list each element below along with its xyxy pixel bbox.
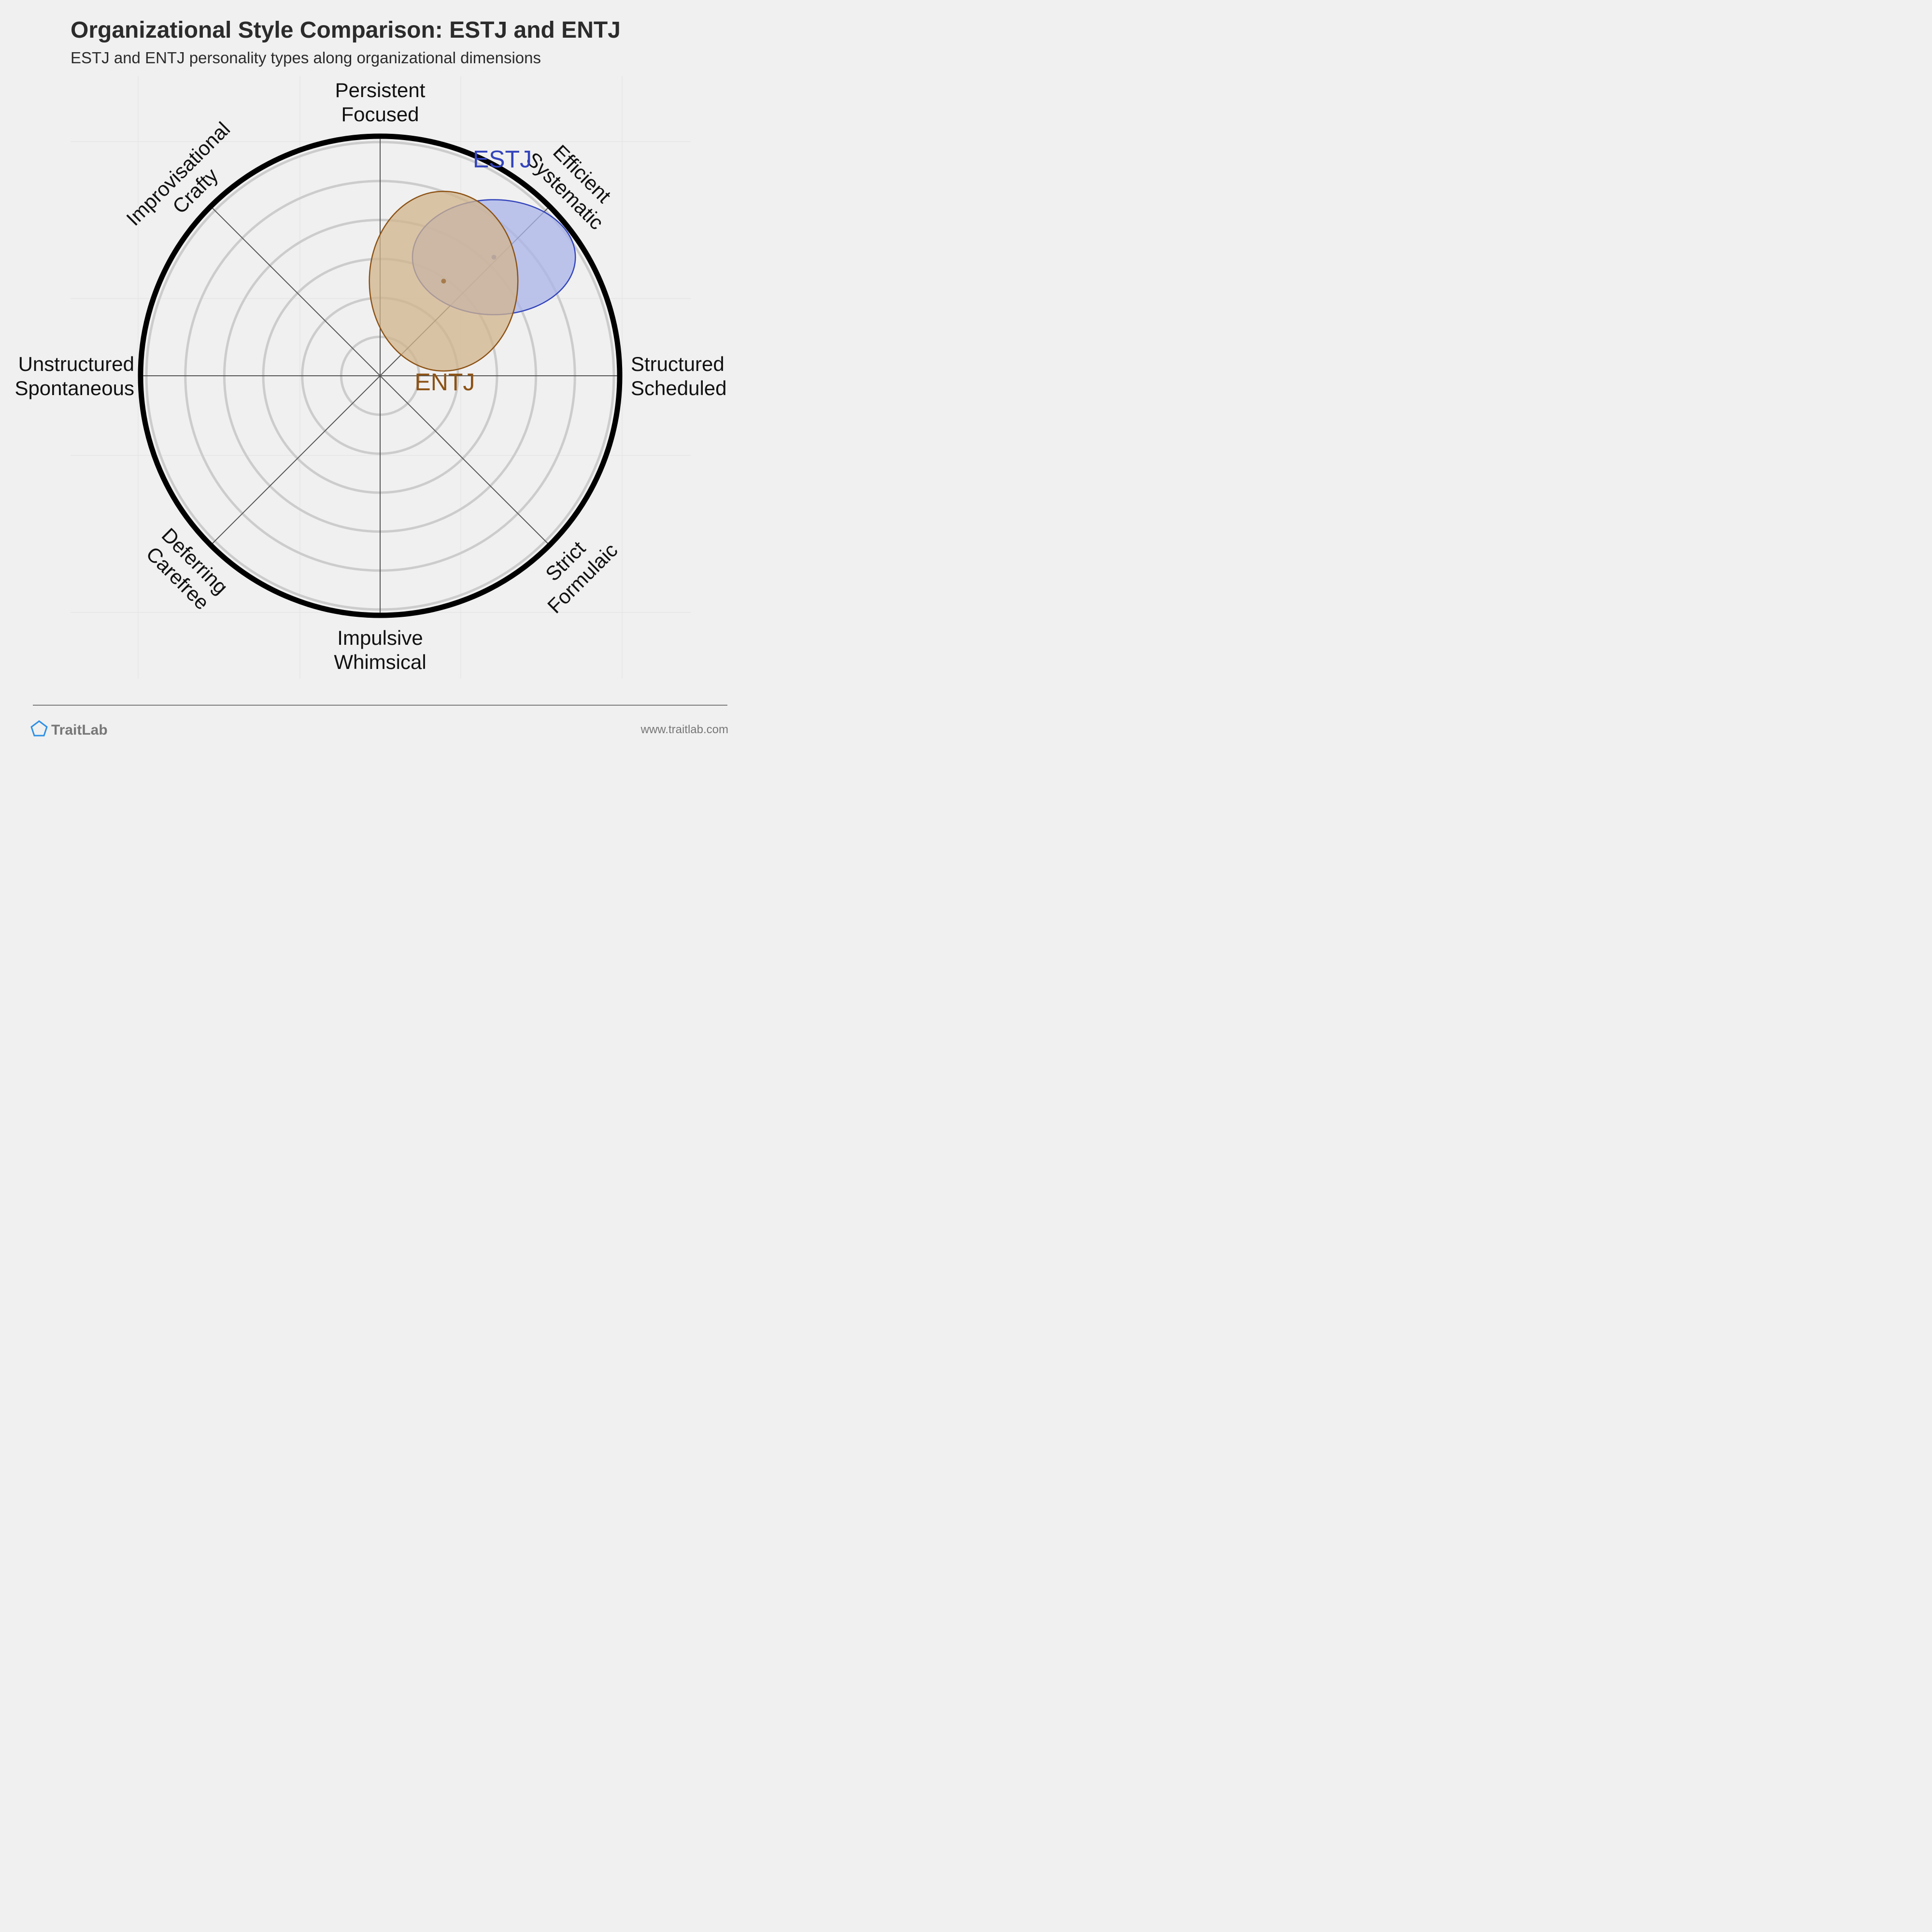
axis-label-text: Whimsical — [334, 651, 426, 673]
axis-label-text: Scheduled — [631, 377, 727, 399]
axis-label-text: Persistent — [335, 79, 426, 101]
axis-label-text: Spontaneous — [14, 377, 134, 399]
footer-brand: TraitLab — [51, 722, 108, 738]
spoke-135 — [210, 206, 550, 546]
series-point-entj — [441, 279, 446, 284]
traitlab-pentagon-icon — [30, 720, 48, 737]
axis-label-text: Structured — [631, 353, 724, 375]
series-label-estj: ESTJ — [473, 145, 532, 172]
outer-ring — [138, 133, 623, 618]
series-labels: ESTJ ENTJ — [414, 145, 532, 395]
axis-label-text: Impulsive — [337, 626, 423, 649]
chart-subtitle: ESTJ and ENTJ personality types along or… — [71, 49, 541, 67]
footer-url: www.traitlab.com — [640, 723, 728, 736]
chart-root: Organizational Style Comparison: ESTJ an… — [0, 0, 757, 757]
axis-label-text: Focused — [341, 103, 419, 126]
chart-title: Organizational Style Comparison: ESTJ an… — [71, 17, 621, 43]
axis-label-text: Unstructured — [18, 353, 134, 375]
radar-spokes — [141, 136, 620, 615]
series-layer — [369, 190, 576, 372]
radar-chart: Organizational Style Comparison: ESTJ an… — [14, 17, 728, 738]
series-label-entj: ENTJ — [414, 369, 475, 396]
